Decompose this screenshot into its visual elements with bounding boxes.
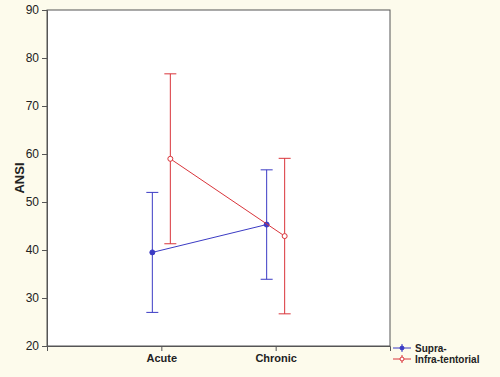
- error-cap: [261, 279, 273, 280]
- error-bar: [164, 74, 176, 244]
- error-bar: [146, 192, 158, 312]
- chart: 20 30 40 50 60 70 80 90 Acute Chronic ANSI Supra-In…: [0, 0, 500, 377]
- legend-marker: [400, 357, 404, 361]
- y-tick: 40: [26, 243, 47, 257]
- y-tick-mark: [42, 250, 47, 251]
- y-tick: 50: [26, 195, 47, 209]
- legend-label: Supra-: [415, 343, 447, 354]
- y-tick-label: 40: [26, 243, 40, 257]
- x-tick: Chronic: [255, 346, 297, 364]
- y-tick: 80: [26, 51, 47, 65]
- y-axis: 20 30 40 50 60 70 80 90: [26, 3, 48, 353]
- legend-label: Infra-tentorial: [415, 354, 480, 365]
- y-tick-mark: [42, 10, 47, 11]
- x-tick-mark: [161, 346, 162, 351]
- y-tick-label: 30: [26, 291, 40, 305]
- y-tick-mark: [42, 202, 47, 203]
- plot-frame: [47, 10, 390, 346]
- y-tick-mark: [42, 154, 47, 155]
- series-line: [170, 159, 284, 236]
- error-cap: [146, 192, 158, 193]
- x-tick-mark: [276, 346, 277, 351]
- y-tick: 20: [26, 339, 47, 353]
- y-tick-label: 70: [26, 99, 40, 113]
- series: [146, 170, 272, 313]
- error-cap: [146, 312, 158, 313]
- point: [282, 234, 287, 239]
- error-cap: [279, 313, 291, 314]
- x-tick: Acute: [147, 346, 178, 364]
- marks: [146, 74, 290, 314]
- y-tick: 90: [26, 3, 47, 17]
- legend: Supra-Infra-tentorial: [393, 343, 480, 365]
- y-tick: 60: [26, 147, 47, 161]
- point: [168, 156, 173, 161]
- y-tick-label: 20: [26, 339, 40, 353]
- y-tick: 30: [26, 291, 47, 305]
- error-cap: [164, 73, 176, 74]
- point: [150, 250, 155, 255]
- error-bar: [279, 158, 291, 314]
- error-cap: [279, 158, 291, 159]
- y-tick-label: 80: [26, 51, 40, 65]
- y-tick-mark: [42, 58, 47, 59]
- y-tick-mark: [42, 346, 47, 347]
- background: [0, 0, 500, 377]
- y-axis-title: ANSI: [12, 162, 27, 193]
- x-axis-line: [48, 347, 391, 352]
- y-tick-label: 60: [26, 147, 40, 161]
- y-tick: 70: [26, 99, 47, 113]
- x-tick-label: Acute: [147, 352, 178, 364]
- y-tick-mark: [42, 106, 47, 107]
- error-cap: [164, 243, 176, 244]
- legend-item: Infra-tentorial: [393, 354, 480, 365]
- y-axis-line: [42, 11, 48, 347]
- y-tick-label: 90: [26, 3, 40, 17]
- y-tick-mark: [42, 298, 47, 299]
- series: [164, 74, 290, 314]
- series-line: [152, 225, 266, 253]
- error-bar: [261, 170, 273, 279]
- y-tick-label: 50: [26, 195, 40, 209]
- legend-marker: [400, 346, 404, 350]
- legend-item: Supra-: [393, 343, 447, 354]
- error-cap: [261, 169, 273, 170]
- x-axis: Acute Chronic: [48, 346, 391, 364]
- x-tick-label: Chronic: [255, 352, 297, 364]
